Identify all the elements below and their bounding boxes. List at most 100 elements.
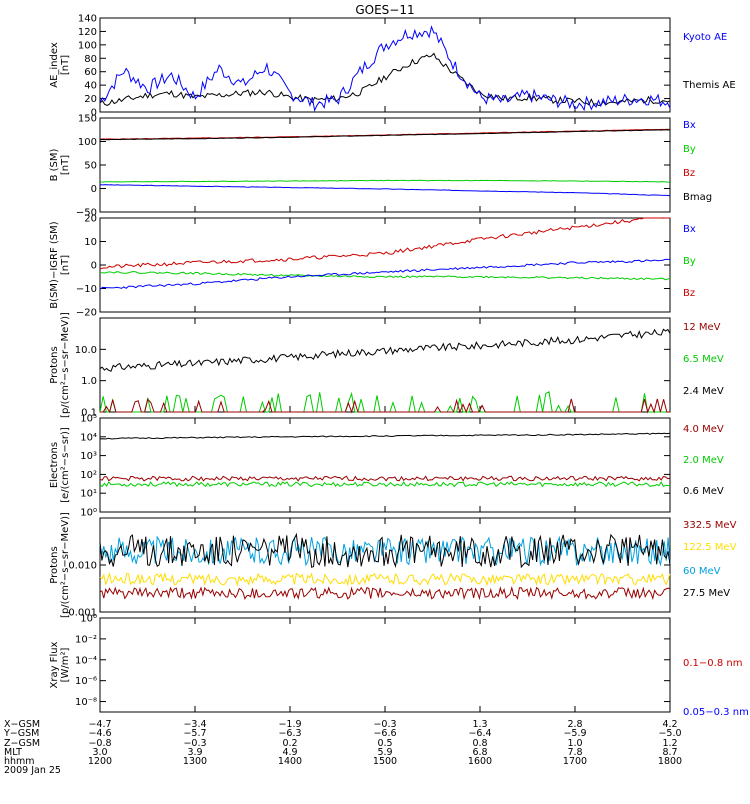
orbit-row-label: MLT	[4, 747, 22, 758]
orbit-cell: 3.9	[187, 747, 202, 758]
orbit-row-label: Y−GSM	[3, 728, 39, 739]
legend-ae-1: Themis AE	[682, 80, 736, 91]
panel-frame-b	[99, 117, 671, 213]
orbit-cell: 1.3	[472, 719, 487, 730]
y-axis-label-b: [nT]	[60, 155, 71, 175]
y-tick-label-ae: 40	[84, 81, 97, 92]
orbit-cell: 0.8	[472, 738, 487, 749]
y-axis-label-xray: Xray Flux	[49, 641, 60, 688]
orbit-cell: 1.2	[662, 738, 677, 749]
y-axis-label-bdiff: B(SM)−IGRF (SM)	[49, 221, 60, 308]
series-b-bmag	[99, 129, 671, 141]
panel-frame-protons2	[99, 517, 671, 613]
legend-b-0: Bx	[683, 120, 696, 131]
y-axis-label-ae: AE_index	[49, 42, 60, 88]
y-tick-label-ae: 60	[84, 67, 97, 78]
y-tick-label-electrons: 10²	[80, 470, 97, 481]
y-tick-label-b: 100	[78, 137, 97, 148]
orbit-cell: −6.6	[373, 728, 396, 739]
y-axis-label-b: B (SM)	[49, 148, 60, 181]
orbit-cell: 3.0	[92, 747, 107, 758]
orbit-cell: −6.3	[278, 728, 301, 739]
series-protons-2-4mev	[99, 328, 671, 372]
y-axis-label-protons1: [p/(cm²−s−sr−MeV)]	[60, 312, 71, 418]
legend-electrons-2: 0.6 MeV	[683, 486, 724, 497]
y-tick-label-ae: 80	[84, 54, 97, 65]
y-tick-label-protons1: 10.0	[75, 345, 97, 356]
orbit-row-label: Z−GSM	[4, 738, 40, 749]
legend-ae-0: Kyoto AE	[683, 32, 727, 43]
series-protons-12mev	[100, 398, 670, 414]
orbit-cell: 2.8	[567, 719, 582, 730]
legend-bdiff-1: By	[683, 256, 696, 267]
y-axis-label-protons2: [p/(cm²−s−sr−MeV)]	[60, 512, 71, 618]
orbit-cell: 1800	[658, 756, 682, 767]
y-tick-label-protons1: 1.0	[81, 376, 97, 387]
y-tick-label-electrons: 10¹	[80, 489, 97, 500]
series-protons-122-5mev	[99, 571, 671, 587]
y-tick-label-b: 0	[91, 184, 97, 195]
orbit-cell: −1.9	[278, 719, 301, 730]
series-bdiff-bx	[99, 258, 671, 290]
orbit-cell: 1500	[373, 756, 397, 767]
orbit-cell: −4.7	[88, 719, 111, 730]
y-tick-label-xray: 10⁻²	[75, 634, 97, 645]
chart-title: GOES−11	[355, 3, 414, 17]
legend-bdiff-0: Bx	[683, 224, 696, 235]
legend-b-3: Bmag	[683, 192, 712, 203]
legend-protons1-2: 2.4 MeV	[683, 386, 724, 397]
y-tick-label-ae: 120	[78, 27, 97, 38]
series-b-by	[99, 179, 670, 183]
orbit-cell: −0.3	[373, 719, 396, 730]
orbit-cell: 6.8	[472, 747, 487, 758]
y-axis-label-electrons: Electrons	[49, 442, 60, 488]
orbit-cell: 4.2	[662, 719, 677, 730]
y-axis-label-bdiff: [nT]	[60, 255, 71, 275]
y-tick-label-electrons: 10⁴	[80, 432, 97, 443]
orbit-cell: 1200	[88, 756, 112, 767]
series-protons-27-5mev	[99, 532, 671, 569]
legend-electrons-0: 4.0 MeV	[683, 424, 724, 435]
orbit-row-label: X−GSM	[4, 719, 40, 730]
y-tick-label-ae: 20	[84, 94, 97, 105]
legend-xray-0: 0.1−0.8 nm	[683, 658, 742, 669]
legend-electrons-1: 2.0 MeV	[683, 455, 724, 466]
legend-protons1-0: 12 MeV	[683, 322, 721, 333]
y-tick-label-xray: 10⁰	[80, 614, 97, 625]
series-bdiff-bz	[99, 217, 670, 270]
legend-b-1: By	[683, 144, 696, 155]
y-axis-label-protons2: Protons	[49, 546, 60, 583]
y-tick-label-protons2: 0.010	[68, 561, 97, 572]
orbit-cell: 8.7	[662, 747, 677, 758]
series-electrons-2mev	[99, 481, 670, 488]
orbit-cell: −0.8	[88, 738, 111, 749]
orbit-cell: 5.9	[377, 747, 392, 758]
y-tick-label-bdiff: 0	[91, 261, 97, 272]
series-themis-ae	[99, 52, 671, 107]
panel-frame-electrons	[99, 417, 671, 513]
y-tick-label-b: −50	[76, 208, 97, 219]
y-tick-label-bdiff: −20	[76, 308, 97, 319]
y-tick-label-b: 50	[84, 161, 97, 172]
series-protons-60mev	[99, 535, 671, 567]
orbit-cell: −5.9	[563, 728, 586, 739]
orbit-cell: −5.0	[658, 728, 681, 739]
legend-protons2-0: 332.5 MeV	[683, 520, 737, 531]
series-protons-332-5mev	[99, 585, 671, 601]
legend-protons2-2: 60 MeV	[683, 566, 721, 577]
legend-xray-1: 0.05−0.3 nm	[683, 707, 749, 718]
orbit-cell: −5.7	[183, 728, 206, 739]
orbit-cell: 1700	[563, 756, 587, 767]
y-tick-label-ae: 140	[78, 14, 97, 25]
y-tick-label-bdiff: 10	[84, 237, 97, 248]
orbit-cell: 1400	[278, 756, 302, 767]
y-tick-label-electrons: 10⁰	[80, 508, 97, 519]
legend-protons2-1: 122.5 MeV	[683, 542, 737, 553]
panel-frame-bdiff	[99, 217, 671, 313]
series-b-bx	[99, 184, 671, 197]
legend-bdiff-2: Bz	[683, 288, 695, 299]
panel-frame-ae	[99, 17, 671, 113]
y-tick-label-b: 150	[78, 114, 97, 125]
series-b-bz	[99, 128, 671, 140]
